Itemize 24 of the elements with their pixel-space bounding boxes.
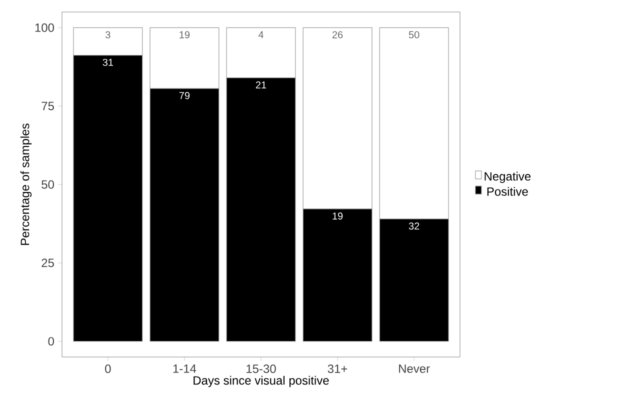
annotation: 3 (106, 31, 110, 38)
annotation: 79 (179, 92, 190, 100)
y-tick-label: 75 (42, 102, 54, 110)
annotation: 32 (408, 222, 420, 230)
annotation: 4 (258, 31, 264, 38)
x-tick-label: Never (399, 364, 430, 373)
annotation: 19 (180, 31, 190, 38)
x-tick-label: 15-30 (246, 364, 276, 374)
annotation: 19 (332, 212, 343, 220)
y-tick-label: 0 (48, 337, 54, 346)
annotation: 26 (332, 31, 343, 38)
legend-label: Negative (484, 172, 531, 183)
y-tick-label: 50 (42, 180, 54, 189)
x-tick-label: 31+ (328, 364, 348, 374)
y-tick-label: 25 (42, 258, 54, 268)
annotation: 21 (256, 81, 266, 88)
x-tick-label: 0 (105, 364, 111, 374)
annotation: 31 (102, 58, 114, 66)
y-tick-label: 100 (35, 23, 54, 32)
legend-label: Positive (487, 187, 528, 196)
x-tick-label: 1-14 (173, 364, 196, 373)
y-axis-title: Percentage of samples (20, 124, 32, 245)
x-axis-title: Days since visual positive (194, 376, 329, 388)
annotation: 50 (408, 31, 420, 38)
